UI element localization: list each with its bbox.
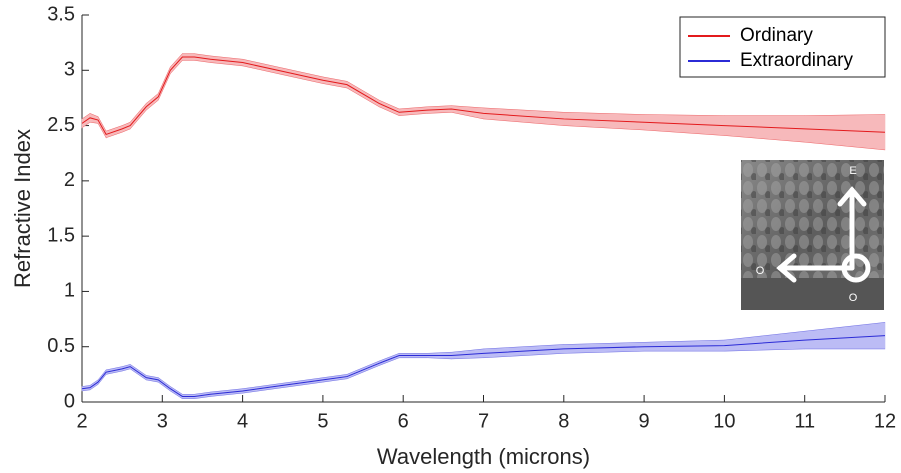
band-edge [81, 53, 886, 132]
x-tick-label: 2 [76, 410, 87, 432]
x-tick-label: 12 [874, 410, 896, 432]
series-line [81, 335, 886, 397]
x-tick-label: 4 [237, 410, 248, 432]
y-tick-label: 1.5 [47, 224, 75, 246]
x-tick-label: 7 [478, 410, 489, 432]
x-tick-label: 9 [639, 410, 650, 432]
sem-substrate [741, 278, 884, 310]
legend: Ordinary Extraordinary [679, 16, 886, 78]
x-tick-label: 11 [794, 410, 815, 432]
x-tick-label: 3 [157, 410, 168, 432]
y-tick-label: 2 [64, 169, 75, 191]
y-tick-label: 1 [64, 280, 75, 302]
legend-box [679, 16, 886, 78]
inset-label: O [756, 265, 765, 277]
legend-label: Ordinary [740, 25, 813, 46]
axes-arrows [776, 186, 871, 283]
series-line [81, 56, 886, 136]
error-band [804, 322, 886, 350]
inset-label: E [849, 165, 856, 177]
error-band [483, 107, 565, 126]
x-tick-label: 6 [398, 410, 409, 432]
band-edge [81, 348, 885, 399]
legend-label: Extraordinary [740, 50, 853, 71]
y-tick-label: 3.5 [47, 3, 75, 25]
inset-image: E O O [741, 160, 884, 310]
y-tick-label: 0.5 [47, 335, 75, 357]
error-band [563, 111, 645, 131]
x-tick-label: 10 [713, 410, 735, 432]
y-axis-label: Refractive Index [10, 129, 35, 288]
band-edge [81, 322, 886, 395]
plot-area [81, 14, 886, 403]
band-edge [81, 60, 886, 151]
y-tick-label: 2.5 [47, 114, 75, 136]
y-tick-label: 3 [64, 59, 75, 81]
y-tick-label: 0 [64, 390, 75, 412]
inset-label: O [849, 292, 858, 304]
x-tick-label: 8 [558, 410, 569, 432]
x-tick-label: 5 [317, 410, 328, 432]
x-axis-label: Wavelength (microns) [377, 444, 590, 469]
